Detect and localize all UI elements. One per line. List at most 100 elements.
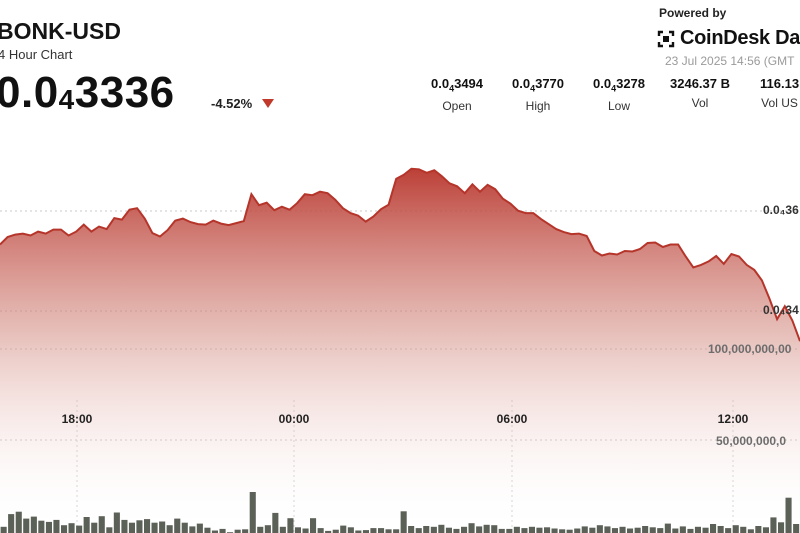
stat-high-value: 0.043770: [512, 76, 565, 94]
volume-bar: [159, 521, 166, 533]
volume-bar: [559, 529, 566, 533]
volume-bar: [770, 517, 777, 533]
volume-bar: [627, 528, 634, 533]
volume-bar: [604, 526, 611, 533]
volume-bar: [8, 514, 15, 533]
volume-bar: [657, 528, 664, 533]
volume-bar: [294, 527, 301, 533]
stat-vol-label: Vol: [691, 96, 709, 110]
stat-low-label: Low: [608, 98, 631, 113]
x-tick-label: 00:00: [279, 412, 310, 426]
volume-bar: [596, 525, 603, 533]
volume-bar: [219, 528, 226, 533]
volume-bar: [68, 523, 75, 533]
stat-open-value: 0.043494: [431, 76, 484, 94]
volume-bar: [151, 522, 158, 533]
volume-bar: [378, 528, 385, 533]
volume-bar: [45, 521, 52, 533]
timestamp: 23 Jul 2025 14:56 (GMT: [665, 54, 795, 68]
down-arrow-icon: [262, 99, 274, 108]
volume-bar: [483, 524, 490, 533]
volume-bar: [61, 525, 68, 533]
stat-vol-usd-label: Vol US: [761, 96, 798, 110]
volume-bar: [740, 526, 747, 533]
volume-bar: [566, 529, 573, 533]
price-line: [0, 167, 800, 342]
volume-bar: [506, 528, 513, 533]
volume-bar: [672, 528, 679, 533]
volume-bar: [793, 524, 800, 533]
volume-bar: [362, 530, 369, 533]
volume-bar: [747, 529, 754, 533]
volume-bar: [702, 527, 709, 533]
volume-bar: [128, 522, 135, 533]
volume-bar: [385, 529, 392, 533]
volume-bar: [717, 526, 724, 533]
volume-bar: [544, 527, 551, 533]
volume-bar: [619, 526, 626, 533]
volume-bar: [498, 528, 505, 533]
volume-bar: [242, 529, 249, 533]
volume-bar: [694, 526, 701, 533]
stat-vol: 3246.37 B Vol: [670, 76, 730, 110]
coindesk-mark-icon: [657, 30, 675, 47]
volume-bar: [536, 527, 543, 533]
stat-low: 0.043278 Low: [593, 76, 645, 113]
price-axis-label: 0.0₄34: [763, 303, 799, 317]
volume-bar: [181, 522, 188, 533]
volume-bar: [423, 526, 430, 533]
volume-bar: [762, 527, 769, 533]
volume-bar: [310, 518, 317, 533]
volume-bar: [287, 518, 294, 533]
volume-bar: [589, 527, 596, 533]
volume-bar: [279, 526, 286, 533]
volume-bar: [528, 526, 535, 533]
chart-subtitle: 4 Hour Chart: [0, 47, 73, 62]
volume-bar: [332, 529, 339, 533]
volume-bar: [476, 526, 483, 533]
pair-title: BONK-USD: [0, 18, 121, 44]
volume-bar: [551, 528, 558, 533]
volume-bar: [778, 522, 785, 533]
volume-bar: [317, 528, 324, 533]
volume-bar: [121, 519, 128, 533]
volume-bar: [574, 528, 581, 533]
volume-bar: [257, 526, 264, 533]
volume-bar: [664, 523, 671, 533]
volume-bar: [649, 527, 656, 533]
volume-bar: [264, 525, 271, 533]
volume-bar: [234, 529, 241, 533]
volume-axis-label: 50,000,000,0: [716, 434, 786, 448]
volume-bar: [347, 527, 354, 533]
volume-bar: [468, 523, 475, 533]
volume-bar: [611, 528, 618, 533]
volume-bar: [0, 526, 7, 533]
stat-high: 0.043770 High: [512, 76, 564, 113]
volume-bar: [91, 522, 98, 533]
volume-bar: [144, 519, 151, 533]
stat-low-value: 0.043278: [593, 76, 646, 94]
volume-bar: [325, 530, 332, 533]
volume-bar: [302, 528, 309, 533]
volume-bar: [393, 529, 400, 533]
volume-bar: [679, 526, 686, 533]
volume-bar: [249, 492, 256, 533]
volume-bar: [445, 527, 452, 533]
volume-bar: [513, 526, 520, 533]
volume-bar: [166, 525, 173, 533]
volume-bar: [461, 526, 468, 533]
volume-bar: [687, 528, 694, 533]
current-price: 0.043336: [0, 68, 175, 118]
volume-bar: [415, 528, 422, 533]
stat-open: 0.043494 Open: [431, 76, 483, 113]
volume-bar: [211, 530, 218, 533]
volume-bar: [98, 516, 105, 533]
axis-labels: 18:00 00:00 06:00 12:00 0.0₄36 0.0₄34 100,000,…: [62, 203, 799, 448]
volume-axis-label: 100,000,000,00: [708, 342, 792, 356]
stat-high-label: High: [525, 98, 551, 113]
volume-bar: [785, 497, 792, 533]
stat-vol-usd-value: 116.13: [760, 76, 800, 91]
price-area: [0, 168, 800, 533]
volume-bar: [83, 517, 90, 533]
